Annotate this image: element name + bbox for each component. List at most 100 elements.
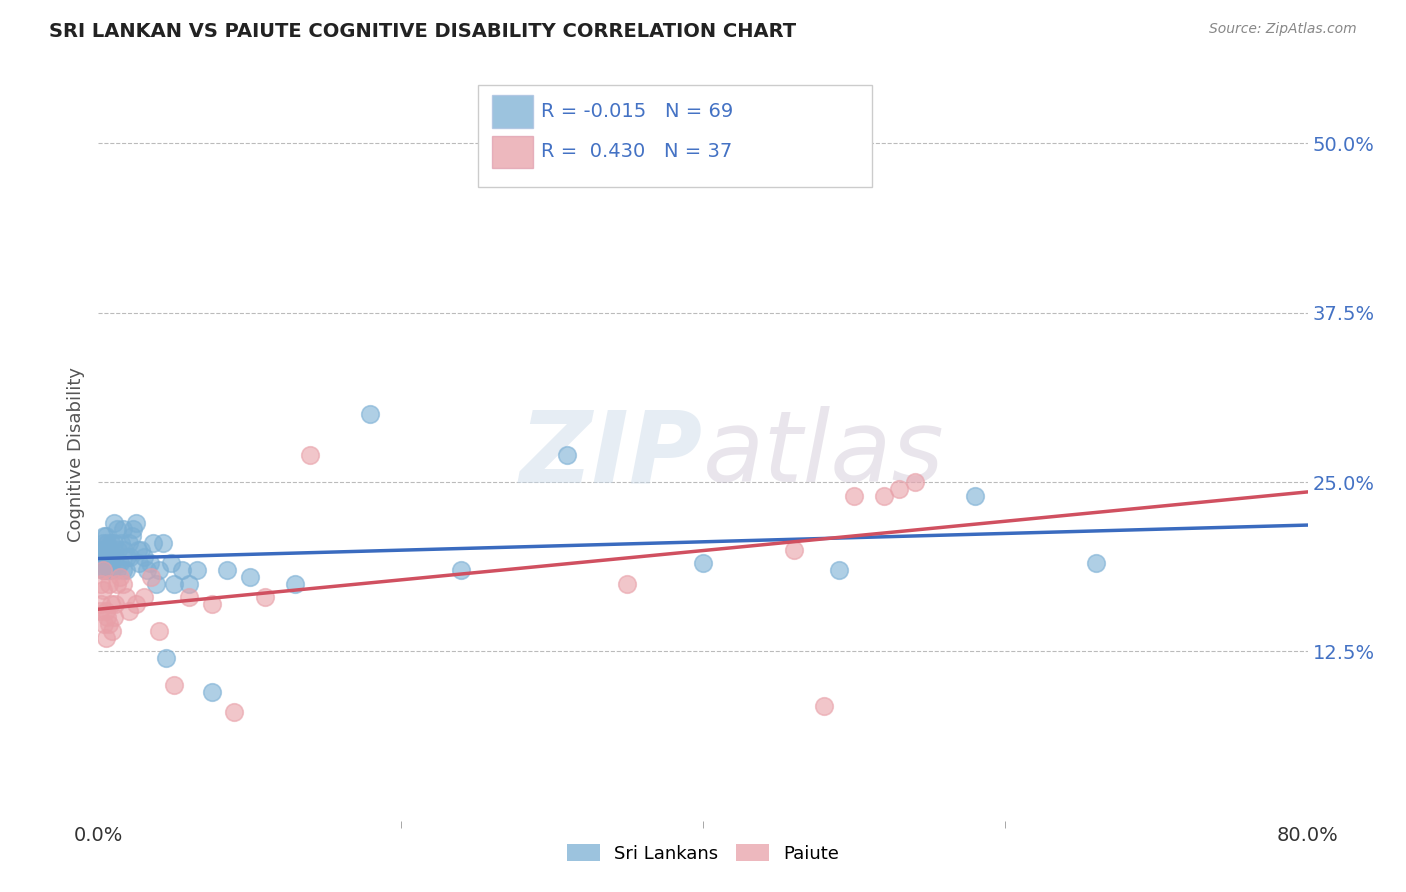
Point bbox=[844, 489, 866, 503]
Point bbox=[163, 576, 186, 591]
Point bbox=[813, 698, 835, 713]
Point bbox=[692, 556, 714, 570]
Text: Source: ZipAtlas.com: Source: ZipAtlas.com bbox=[1209, 22, 1357, 37]
Point bbox=[148, 624, 170, 638]
Point bbox=[179, 590, 201, 604]
Point bbox=[94, 549, 117, 564]
Point bbox=[783, 542, 806, 557]
Point bbox=[108, 556, 131, 570]
Point bbox=[93, 529, 115, 543]
Point bbox=[114, 563, 136, 577]
Point bbox=[94, 529, 117, 543]
Point bbox=[105, 576, 128, 591]
Point bbox=[115, 549, 138, 564]
Point bbox=[360, 407, 382, 421]
Text: SRI LANKAN VS PAIUTE COGNITIVE DISABILITY CORRELATION CHART: SRI LANKAN VS PAIUTE COGNITIVE DISABILIT… bbox=[49, 22, 796, 41]
Point bbox=[91, 563, 114, 577]
Point bbox=[100, 556, 122, 570]
Point bbox=[239, 570, 262, 584]
Point bbox=[94, 604, 117, 618]
Point bbox=[141, 570, 163, 584]
Point bbox=[98, 542, 121, 557]
Point bbox=[98, 617, 121, 632]
Point bbox=[98, 563, 121, 577]
Point bbox=[555, 448, 578, 462]
Y-axis label: Cognitive Disability: Cognitive Disability bbox=[66, 368, 84, 542]
Point bbox=[105, 563, 128, 577]
Point bbox=[155, 651, 177, 665]
Point bbox=[93, 617, 115, 632]
Point bbox=[215, 563, 238, 577]
Point bbox=[91, 563, 114, 577]
Point bbox=[90, 542, 112, 557]
Point bbox=[100, 536, 122, 550]
Point bbox=[135, 563, 157, 577]
Point bbox=[94, 542, 117, 557]
Point bbox=[121, 529, 143, 543]
Point bbox=[170, 563, 193, 577]
Point bbox=[93, 556, 115, 570]
Point bbox=[96, 610, 118, 624]
Point bbox=[148, 563, 170, 577]
Legend: Sri Lankans, Paiute: Sri Lankans, Paiute bbox=[560, 837, 846, 870]
Point bbox=[201, 685, 224, 699]
Point bbox=[105, 523, 128, 537]
Point bbox=[93, 563, 115, 577]
Point bbox=[96, 549, 118, 564]
Point bbox=[98, 576, 121, 591]
Point bbox=[91, 549, 114, 564]
Point bbox=[101, 624, 124, 638]
Point bbox=[125, 597, 148, 611]
Point bbox=[120, 549, 142, 564]
Point bbox=[89, 549, 111, 564]
Point bbox=[128, 556, 150, 570]
Point bbox=[160, 556, 183, 570]
Point bbox=[89, 604, 111, 618]
Point bbox=[122, 523, 145, 537]
Point bbox=[91, 536, 114, 550]
Point bbox=[201, 597, 224, 611]
Point bbox=[111, 576, 134, 591]
Point bbox=[873, 489, 896, 503]
Point bbox=[1085, 556, 1108, 570]
Point bbox=[224, 706, 246, 720]
Point bbox=[118, 536, 141, 550]
Point bbox=[101, 549, 124, 564]
Point bbox=[112, 542, 135, 557]
Text: R = -0.015   N = 69: R = -0.015 N = 69 bbox=[541, 102, 734, 121]
Point bbox=[450, 563, 472, 577]
Point bbox=[100, 597, 122, 611]
Point bbox=[125, 516, 148, 530]
Point bbox=[107, 542, 129, 557]
Point bbox=[94, 631, 117, 645]
Point bbox=[616, 576, 638, 591]
Point bbox=[145, 576, 167, 591]
Point bbox=[965, 489, 987, 503]
Point bbox=[96, 556, 118, 570]
Point bbox=[108, 570, 131, 584]
Point bbox=[104, 597, 127, 611]
Point bbox=[889, 482, 911, 496]
Point bbox=[103, 610, 125, 624]
Point bbox=[101, 563, 124, 577]
Point bbox=[118, 604, 141, 618]
Point bbox=[828, 563, 851, 577]
Point bbox=[114, 590, 136, 604]
Point bbox=[132, 549, 155, 564]
Point bbox=[93, 542, 115, 557]
Point bbox=[132, 590, 155, 604]
Point bbox=[299, 448, 322, 462]
Point bbox=[103, 516, 125, 530]
Text: atlas: atlas bbox=[703, 407, 945, 503]
Point bbox=[163, 678, 186, 692]
Point bbox=[91, 583, 114, 598]
Point bbox=[253, 590, 276, 604]
Point bbox=[98, 549, 121, 564]
Text: R =  0.430   N = 37: R = 0.430 N = 37 bbox=[541, 142, 733, 161]
Text: ZIP: ZIP bbox=[520, 407, 703, 503]
Point bbox=[186, 563, 208, 577]
Point bbox=[179, 576, 201, 591]
Point bbox=[90, 576, 112, 591]
Point bbox=[129, 542, 152, 557]
Point bbox=[96, 536, 118, 550]
